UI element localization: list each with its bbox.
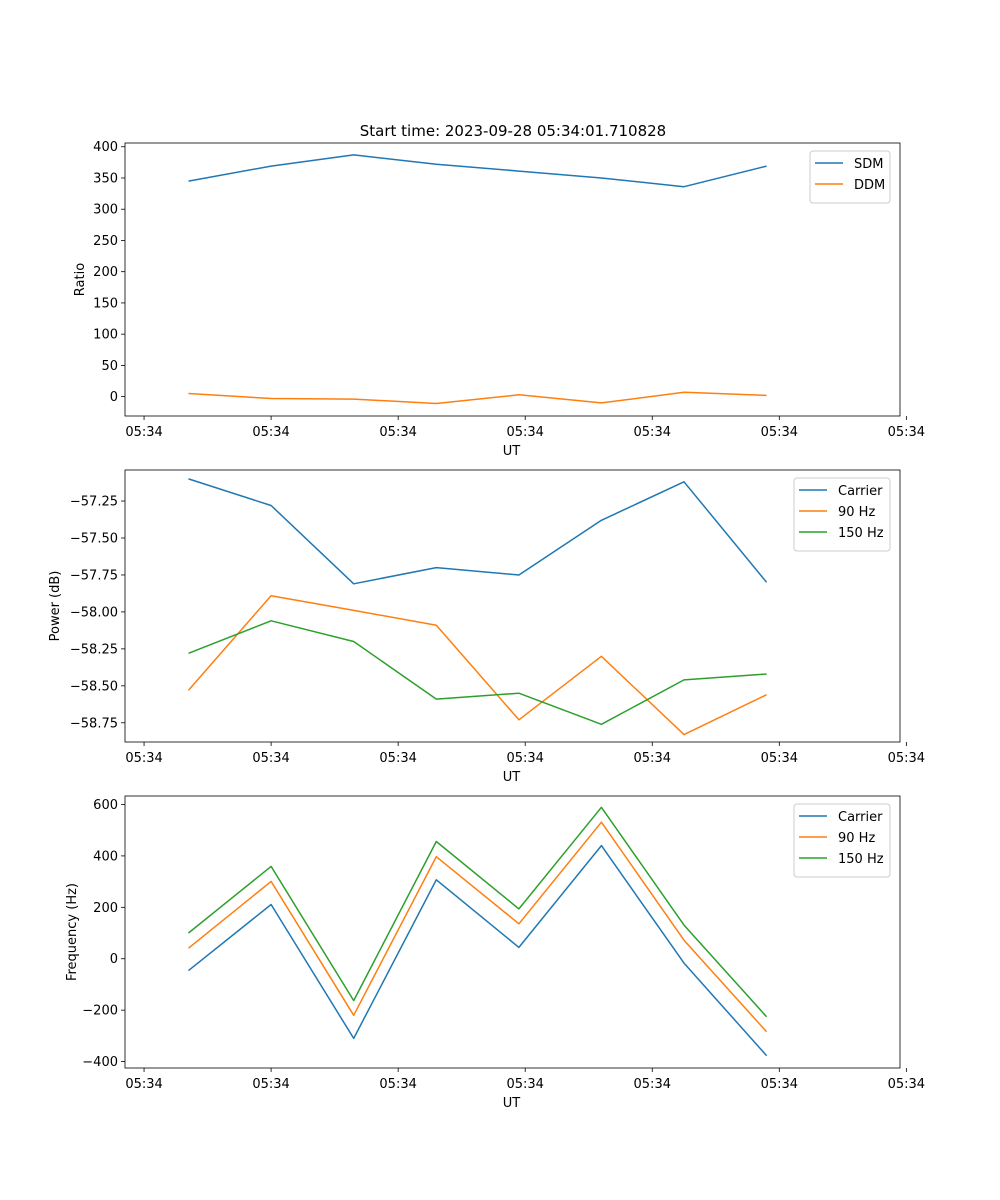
ratio-legend-label-ddm: DDM xyxy=(854,178,885,193)
frequency-x-tick-label: 05:34 xyxy=(634,1077,671,1092)
frequency-x-tick-label: 05:34 xyxy=(761,1077,798,1092)
ratio-x-tick-label: 05:34 xyxy=(761,425,798,440)
frequency-y-tick-label: 600 xyxy=(93,798,118,813)
frequency-y-tick-label: 200 xyxy=(93,901,118,916)
power-y-axis-label: Power (dB) xyxy=(48,571,63,642)
frequency-legend: Carrier 90 Hz 150 Hz xyxy=(793,803,891,878)
frequency-x-tick-label: 05:34 xyxy=(888,1077,925,1092)
ratio-x-tick-label: 05:34 xyxy=(125,425,162,440)
power-panel: 05:3405:3405:3405:3405:3405:3405:3405:35… xyxy=(48,469,925,785)
ratio-y-tick-label: 100 xyxy=(93,328,118,343)
frequency-legend-label-90-hz: 90 Hz xyxy=(838,831,875,846)
frequency-series-150-hz-line xyxy=(188,806,768,1018)
frequency-axes-frame xyxy=(124,795,901,1069)
ratio-x-tick-label: 05:34 xyxy=(379,425,416,440)
frequency-panel: 05:3405:3405:3405:3405:3405:3405:3405:35… xyxy=(65,795,925,1111)
power-x-tick-label: 05:34 xyxy=(125,751,162,766)
frequency-x-tick-label: 05:34 xyxy=(252,1077,289,1092)
power-legend-label-90-hz: 90 Hz xyxy=(838,505,875,520)
power-x-tick-label: 05:34 xyxy=(506,751,543,766)
power-x-tick-label: 05:34 xyxy=(634,751,671,766)
power-x-tick-label: 05:34 xyxy=(379,751,416,766)
frequency-legend-label-carrier: Carrier xyxy=(838,810,883,825)
frequency-y-tick-label: 400 xyxy=(93,849,118,864)
power-series-150-hz-line xyxy=(188,620,767,726)
ratio-y-tick-label: 50 xyxy=(101,359,118,374)
power-y-tick-label: −58.75 xyxy=(70,716,118,731)
ratio-y-tick-label: 300 xyxy=(93,203,118,218)
frequency-x-tick-label: 05:34 xyxy=(125,1077,162,1092)
frequency-y-tick-label: −200 xyxy=(82,1004,118,1019)
power-y-tick-label: −58.50 xyxy=(70,679,118,694)
frequency-x-tick-label: 05:34 xyxy=(506,1077,543,1092)
power-legend: Carrier 90 Hz 150 Hz xyxy=(793,477,891,552)
frequency-y-tick-label: 0 xyxy=(110,952,118,967)
power-y-tick-label: −58.25 xyxy=(70,642,118,657)
ratio-x-axis-label: UT xyxy=(503,444,521,459)
ratio-x-tick-label: 05:34 xyxy=(506,425,543,440)
ratio-axes-frame xyxy=(124,142,901,417)
ratio-y-tick-label: 250 xyxy=(93,234,118,249)
ratio-y-tick-label: 150 xyxy=(93,296,118,311)
ratio-x-tick-label: 05:34 xyxy=(252,425,289,440)
power-legend-label-carrier: Carrier xyxy=(838,484,883,499)
ratio-x-tick-label: 05:34 xyxy=(634,425,671,440)
frequency-x-tick-label: 05:34 xyxy=(379,1077,416,1092)
ratio-y-tick-label: 200 xyxy=(93,265,118,280)
power-x-axis-label: UT xyxy=(503,770,521,785)
power-series-carrier-line xyxy=(188,478,768,585)
power-x-tick-label: 05:34 xyxy=(888,751,925,766)
frequency-y-tick-label: −400 xyxy=(82,1055,118,1070)
power-axes-frame xyxy=(124,469,901,743)
power-series-90-hz-line xyxy=(187,594,767,736)
ratio-x-tick-label: 05:34 xyxy=(888,425,925,440)
figure-title: Start time: 2023-09-28 05:34:01.710828 xyxy=(360,122,666,140)
frequency-series-carrier-line xyxy=(188,844,768,1057)
ratio-y-tick-label: 400 xyxy=(93,140,118,155)
power-y-tick-label: −57.50 xyxy=(70,532,118,547)
ratio-y-tick-label: 350 xyxy=(93,171,118,186)
power-x-tick-label: 05:34 xyxy=(252,751,289,766)
power-y-tick-label: −57.75 xyxy=(70,568,118,583)
power-legend-label-150-hz: 150 Hz xyxy=(838,526,884,541)
ratio-y-axis-label: Ratio xyxy=(73,263,88,296)
power-x-tick-label: 05:34 xyxy=(761,751,798,766)
ratio-legend: SDM DDM xyxy=(809,150,891,204)
ratio-series-ddm-line xyxy=(188,391,767,405)
frequency-series-90-hz-line xyxy=(188,821,768,1033)
power-y-tick-label: −58.00 xyxy=(70,605,118,620)
ratio-panel: 05:3405:3405:3405:3405:3405:3405:3405:35… xyxy=(73,140,925,459)
ratio-series-sdm-line xyxy=(188,154,767,188)
frequency-legend-label-150-hz: 150 Hz xyxy=(838,852,884,867)
frequency-x-axis-label: UT xyxy=(503,1096,521,1111)
ratio-legend-box xyxy=(809,150,891,204)
ratio-y-tick-label: 0 xyxy=(110,390,118,405)
frequency-y-axis-label: Frequency (Hz) xyxy=(65,883,80,981)
power-y-tick-label: −57.25 xyxy=(70,495,118,510)
ratio-legend-label-sdm: SDM xyxy=(854,157,883,172)
